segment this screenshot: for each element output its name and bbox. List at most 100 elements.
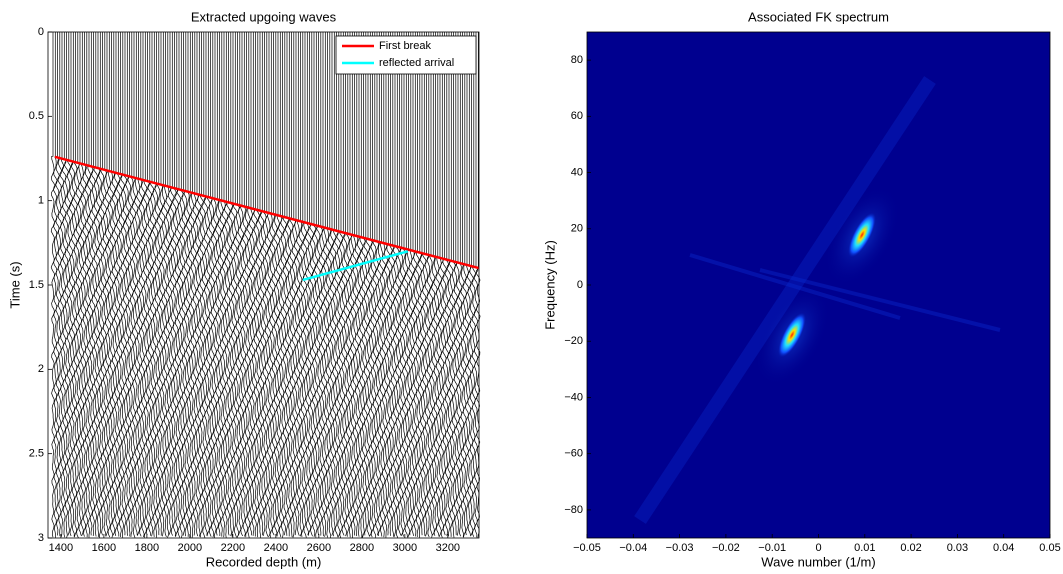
- wiggle-trace: [143, 32, 148, 538]
- wiggle-trace: [172, 32, 177, 537]
- wiggle-trace: [327, 32, 333, 539]
- wiggle-trace: [374, 32, 380, 536]
- wiggle-trace: [196, 32, 202, 537]
- wiggle-trace: [91, 32, 96, 537]
- x-tick-label: 0: [815, 542, 821, 554]
- x-axis-label: Recorded depth (m): [206, 554, 322, 569]
- wiggle-trace: [295, 32, 301, 536]
- wiggle-trace: [271, 32, 276, 536]
- wiggle-trace: [205, 32, 211, 537]
- wiggle-trace: [160, 32, 166, 537]
- wiggle-trace: [165, 32, 171, 538]
- wiggle-trace: [64, 32, 69, 538]
- wiggle-trace: [421, 32, 427, 536]
- wiggle-trace: [273, 32, 278, 536]
- x-tick-label: 3200: [436, 542, 460, 554]
- wiggle-trace: [467, 32, 472, 536]
- wiggle-trace: [302, 32, 308, 538]
- wiggle-trace: [376, 32, 382, 537]
- wiggle-trace: [253, 32, 258, 537]
- wiggle-trace: [136, 32, 141, 536]
- spectrum-streak: [759, 268, 1001, 332]
- wiggle-trace: [73, 32, 78, 538]
- wiggle-trace: [235, 32, 240, 538]
- x-tick-label: 1600: [92, 542, 116, 554]
- wiggle-trace: [70, 32, 76, 537]
- wiggle-trace: [147, 32, 152, 536]
- wiggle-trace: [57, 32, 62, 537]
- wiggle-trace: [145, 32, 150, 536]
- wiggle-trace: [86, 32, 92, 538]
- y-tick-label: 40: [571, 166, 583, 178]
- wiggle-trace: [104, 32, 110, 537]
- wiggle-trace: [84, 32, 90, 538]
- wiggle-trace: [242, 32, 247, 537]
- y-axis-label: Frequency (Hz): [542, 240, 557, 330]
- x-axis-label: Wave number (1/m): [761, 554, 875, 569]
- wiggle-trace: [68, 32, 74, 537]
- wiggle-trace: [61, 32, 67, 538]
- wiggle-trace: [208, 32, 213, 537]
- wiggle-trace: [50, 32, 56, 538]
- heatmap-background: [587, 32, 1050, 538]
- wiggle-trace: [221, 32, 227, 538]
- wiggle-trace: [102, 32, 107, 536]
- y-tick-label: 2: [38, 363, 44, 375]
- wiggle-trace: [113, 32, 119, 536]
- x-tick-label: 1400: [49, 542, 73, 554]
- wiggle-trace: [318, 32, 323, 536]
- wiggle-trace: [397, 32, 403, 536]
- chart-title: Extracted upgoing waves: [191, 9, 337, 24]
- wiggle-trace: [381, 32, 387, 538]
- x-tick-label: −0.02: [712, 542, 740, 554]
- wiggle-trace: [129, 32, 134, 538]
- y-tick-label: 3: [38, 532, 44, 544]
- wiggle-trace: [262, 32, 267, 536]
- wiggle-trace: [219, 32, 225, 537]
- y-tick-label: 20: [571, 223, 583, 235]
- wiggle-trace: [349, 32, 355, 538]
- wiggle-trace: [230, 32, 236, 537]
- wiggle-trace: [316, 32, 321, 536]
- wiggle-trace: [314, 32, 320, 538]
- legend-label: reflected arrival: [379, 57, 454, 69]
- y-tick-label: −60: [564, 448, 583, 460]
- wiggle-trace: [298, 32, 303, 537]
- wiggle-trace: [446, 32, 452, 537]
- wiggle-trace: [210, 32, 216, 538]
- wiggle-trace: [75, 32, 80, 538]
- legend-box: [335, 35, 477, 75]
- wiggle-trace: [134, 32, 139, 536]
- wiggle-traces: [50, 32, 481, 539]
- x-tick-label: 2400: [264, 542, 288, 554]
- wiggle-trace: [291, 32, 297, 538]
- wiggle-trace: [363, 32, 369, 536]
- wiggle-trace: [460, 32, 465, 537]
- wiggle-trace: [473, 32, 479, 538]
- wiggle-trace: [239, 32, 245, 537]
- wiggle-trace: [338, 32, 344, 539]
- wiggle-trace: [66, 32, 72, 536]
- wiggle-trace: [331, 32, 337, 537]
- wiggle-trace: [325, 32, 330, 538]
- x-tick-label: 0.05: [1039, 542, 1060, 554]
- series-line: [54, 155, 480, 270]
- wiggle-trace: [440, 32, 445, 538]
- x-tick-label: 2000: [178, 542, 202, 554]
- x-tick-label: 2800: [350, 542, 374, 554]
- y-tick-label: 60: [571, 110, 583, 122]
- wiggle-trace: [244, 32, 249, 538]
- x-tick-label: 0.04: [993, 542, 1014, 554]
- wiggle-trace: [399, 32, 404, 537]
- wiggle-trace: [343, 32, 348, 537]
- wiggle-trace: [124, 32, 130, 536]
- wiggle-trace: [356, 32, 362, 537]
- wiggle-trace: [430, 32, 436, 536]
- wiggle-trace: [293, 32, 299, 536]
- wiggle-trace: [442, 32, 447, 536]
- wiggle-trace: [390, 32, 395, 537]
- wiggle-trace: [93, 32, 99, 537]
- wiggle-trace: [109, 32, 114, 538]
